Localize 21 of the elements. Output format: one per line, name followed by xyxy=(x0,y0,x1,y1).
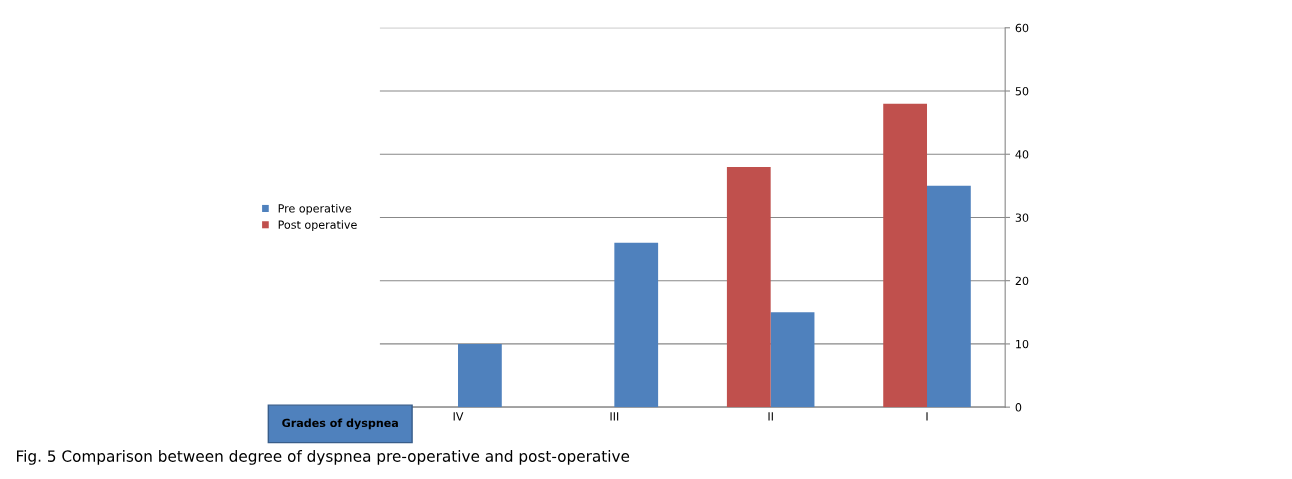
x-tick-label: II xyxy=(768,412,773,421)
x-tick-label: IV xyxy=(453,412,464,421)
bar xyxy=(927,185,971,408)
bar xyxy=(458,343,502,408)
legend-label: Pre operative xyxy=(278,203,352,215)
y-tick-label: 50 xyxy=(1015,86,1029,96)
x-axis-title: Grades of dyspnea xyxy=(282,418,398,430)
x-tick-label: III xyxy=(610,412,619,421)
bar xyxy=(883,103,928,408)
legend-label: Post operative xyxy=(278,220,357,231)
bar xyxy=(726,166,771,408)
y-tick-label: 0 xyxy=(1015,403,1022,412)
y-tick-label: 20 xyxy=(1015,276,1029,286)
y-tick-label: 40 xyxy=(1015,150,1029,159)
x-tick-label: I xyxy=(926,412,928,421)
y-tick-label: 60 xyxy=(1015,23,1029,33)
y-tick-label: 30 xyxy=(1015,213,1029,222)
bar xyxy=(770,312,815,408)
y-tick-label: 10 xyxy=(1016,339,1029,349)
bar xyxy=(614,242,659,408)
caption: Fig. 5 Comparison between degree of dyspnea pre-operative and post-operative xyxy=(17,450,630,465)
